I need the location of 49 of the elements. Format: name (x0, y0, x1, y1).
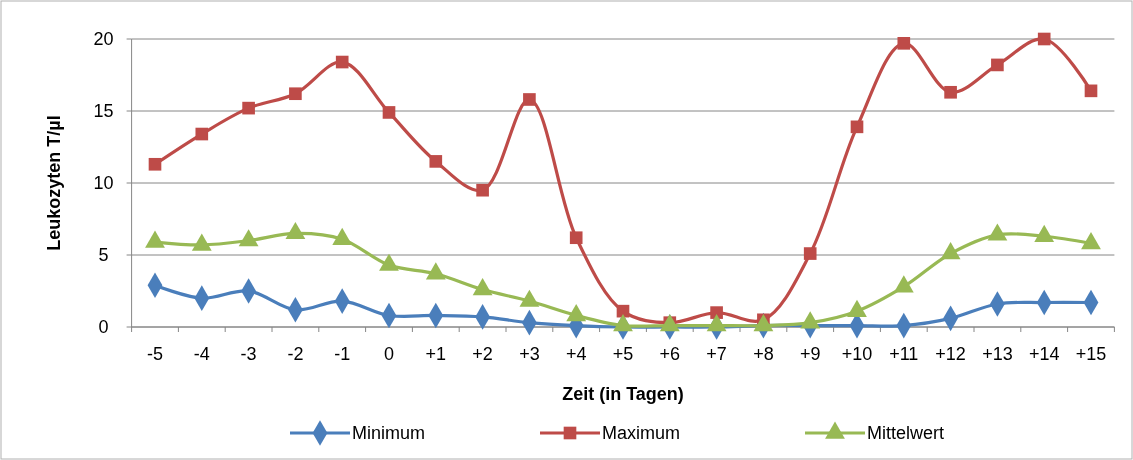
point (335, 55, 349, 69)
x-tick-label: +3 (519, 344, 540, 364)
point (944, 85, 957, 99)
point (1084, 84, 1098, 98)
x-tick-label: +10 (841, 344, 873, 364)
x-tick-label: +2 (472, 344, 493, 364)
x-tick-label: -3 (240, 344, 257, 364)
x-tick-label: -2 (287, 344, 304, 364)
x-tick-label: +9 (799, 344, 821, 364)
point (148, 157, 162, 171)
point (1037, 32, 1051, 46)
point (710, 306, 723, 319)
y-tick-label: 20 (93, 29, 114, 50)
x-tick-label: +8 (753, 344, 774, 364)
point (523, 93, 536, 106)
x-tick-label: +1 (425, 344, 447, 364)
x-tick-label: -4 (193, 344, 210, 364)
x-tick-label: -1 (334, 344, 351, 364)
point (803, 247, 817, 260)
y-tick-label: 0 (98, 317, 109, 338)
point (242, 101, 255, 115)
point (195, 127, 209, 141)
x-tick-label: +14 (1028, 344, 1060, 364)
x-tick-label: +12 (935, 344, 966, 364)
y-tick-label: 10 (93, 173, 114, 194)
point (429, 155, 443, 168)
point (289, 87, 302, 101)
y-tick-label: 15 (93, 101, 114, 122)
y-tick-label: 5 (98, 245, 109, 266)
point (991, 58, 1004, 72)
legend-label: Minimum (352, 423, 426, 444)
x-tick-label: +5 (612, 344, 634, 364)
x-axis-title: Zeit (in Tagen) (562, 384, 684, 404)
legend-label: Mittelwert (867, 423, 945, 444)
x-tick-label: -5 (146, 344, 164, 364)
legend-label: Maximum (602, 423, 681, 444)
x-tick-label: +7 (706, 344, 727, 364)
x-tick-label: +11 (889, 344, 919, 364)
x-tick-label: +15 (1075, 344, 1107, 364)
point (850, 120, 864, 134)
x-tick-label: +4 (565, 344, 587, 364)
x-tick-label: 0 (383, 344, 395, 364)
point (476, 183, 489, 197)
x-tick-label: +6 (659, 344, 681, 364)
x-tick-label: +13 (982, 344, 1013, 364)
point (382, 106, 396, 119)
y-axis-title: Leukozyten T/µl (44, 115, 64, 251)
point (897, 36, 911, 50)
point (569, 231, 583, 245)
